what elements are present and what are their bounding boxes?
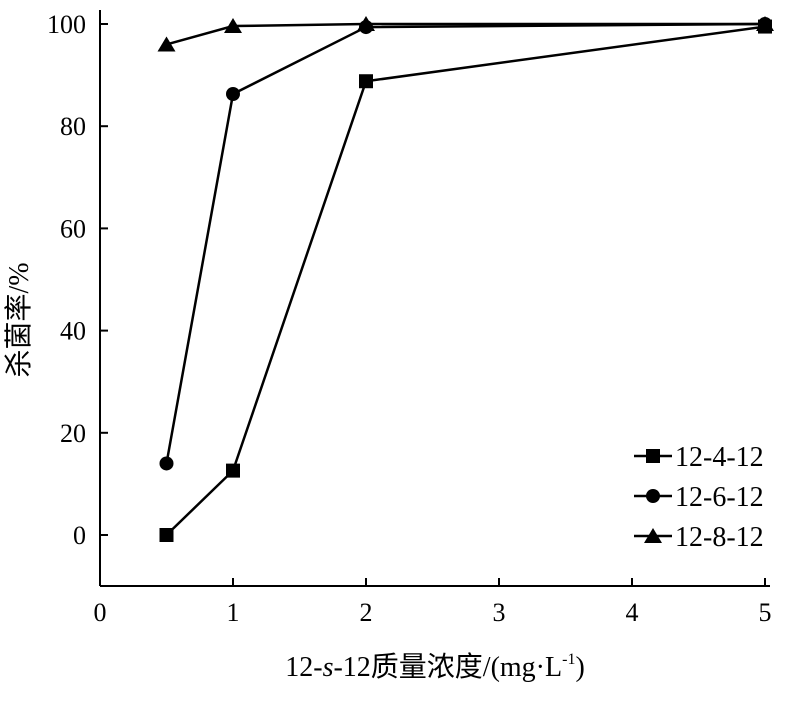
x-tick-label: 5 xyxy=(759,598,772,627)
axes: 0 20 40 60 80 100 0 1 2 3 4 5 xyxy=(47,10,772,627)
legend-item: 12-4-12 xyxy=(634,442,764,473)
legend-item: 12-6-12 xyxy=(634,482,764,513)
data-point xyxy=(224,18,242,34)
x-tick-label: 3 xyxy=(493,598,506,627)
legend-marker xyxy=(646,449,660,463)
legend-label: 12-6-12 xyxy=(675,482,764,513)
series-line xyxy=(165,22,766,464)
y-tick-label: 40 xyxy=(60,317,86,346)
data-point xyxy=(159,456,174,471)
data-point xyxy=(226,463,240,478)
legend-marker xyxy=(646,489,660,503)
legend-marker xyxy=(644,528,662,543)
y-axis-label: 杀菌率/% xyxy=(3,262,35,377)
x-tick-label: 4 xyxy=(626,598,639,627)
series-line xyxy=(166,22,765,46)
y-tick-label: 80 xyxy=(60,112,86,141)
y-tick-label: 100 xyxy=(47,10,86,39)
y-tick-label: 60 xyxy=(60,214,86,243)
y-tick-label: 20 xyxy=(60,419,86,448)
series-12-8-12 xyxy=(157,16,774,52)
data-point xyxy=(157,36,176,52)
series-group xyxy=(157,16,774,542)
data-point xyxy=(159,528,174,542)
legend-item: 12-8-12 xyxy=(634,522,764,553)
series-12-6-12 xyxy=(159,17,772,471)
legend-label: 12-4-12 xyxy=(675,442,764,473)
legend: 12-4-12 12-6-12 12-8-12 xyxy=(634,442,764,553)
x-axis-label: 12-s-12质量浓度/(mg·L-1) xyxy=(285,651,585,683)
y-tick-label: 0 xyxy=(73,521,86,550)
data-point xyxy=(756,16,774,31)
series-line xyxy=(165,25,766,536)
legend-label: 12-8-12 xyxy=(675,522,764,553)
data-point xyxy=(357,16,375,31)
x-tick-label: 0 xyxy=(94,598,107,627)
x-tick-label: 2 xyxy=(360,598,373,627)
data-point xyxy=(359,74,373,89)
x-tick-label: 1 xyxy=(227,598,240,627)
data-point xyxy=(226,87,240,102)
